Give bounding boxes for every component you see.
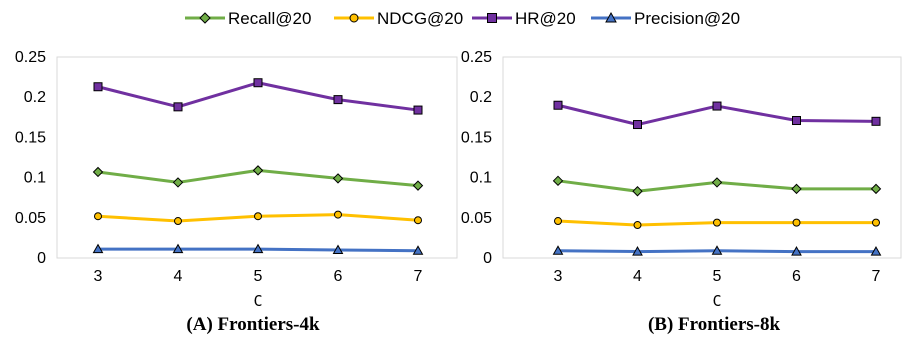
x-tick-label: 6 (334, 268, 343, 285)
x-tick-label: 4 (174, 268, 183, 285)
y-tick-label: 0.15 (15, 129, 46, 146)
x-tick-label: 7 (414, 268, 423, 285)
y-tick-label: 0.25 (15, 49, 46, 66)
data-point-hr-20 (712, 101, 722, 111)
legend-marker-ndcg-20 (349, 13, 359, 23)
data-point-ndcg-20 (872, 218, 880, 227)
y-tick-label: 0.2 (24, 89, 46, 106)
data-point-hr-20 (333, 95, 343, 105)
data-point-ndcg-20 (334, 210, 342, 219)
data-point-hr-20 (633, 120, 642, 130)
chart-frontiers-8k: 0 0.05 0.1 0.15 0.2 0.25 3 4 5 6 7 C (B) Frontiers-8… (461, 49, 902, 335)
data-point-recall-20 (552, 175, 564, 187)
x-tick-label: 5 (713, 268, 722, 285)
data-point-recall-20 (172, 177, 184, 188)
data-point-ndcg-20 (792, 218, 801, 227)
data-point-ndcg-20 (414, 216, 422, 225)
legend: Recall@20 NDCG@20 HR@20 Precision@20 (185, 9, 740, 28)
data-point-precision-20 (791, 246, 802, 256)
legend-marker-hr-20 (487, 13, 497, 23)
data-point-precision-20 (332, 244, 344, 254)
data-point-ndcg-20 (554, 217, 562, 226)
data-point-precision-20 (92, 243, 104, 254)
legend-label-ndcg-20: NDCG@20 (377, 9, 463, 28)
x-tick-label: 6 (792, 268, 801, 285)
plot-area-frame (56, 56, 458, 259)
data-point-hr-20 (93, 82, 103, 92)
x-tick-label: 4 (633, 268, 642, 285)
data-point-ndcg-20 (174, 217, 182, 226)
data-point-recall-20 (791, 183, 802, 195)
data-point-recall-20 (412, 180, 424, 191)
x-axis-label: C (712, 292, 721, 310)
data-point-hr-20 (173, 102, 183, 112)
data-point-recall-20 (252, 165, 264, 176)
data-point-recall-20 (92, 166, 104, 178)
data-point-precision-20 (711, 245, 723, 255)
data-point-ndcg-20 (254, 212, 262, 221)
panel-caption: (B) Frontiers-8k (648, 314, 781, 335)
y-tick-label: 0.15 (461, 129, 492, 146)
legend-label-recall-20: Recall@20 (228, 9, 311, 28)
data-point-precision-20 (252, 243, 264, 254)
data-point-recall-20 (332, 173, 344, 184)
data-point-recall-20 (632, 186, 643, 197)
y-tick-label: 0.1 (24, 170, 46, 187)
data-point-recall-20 (711, 177, 723, 188)
data-point-precision-20 (632, 246, 643, 256)
data-point-precision-20 (552, 245, 564, 255)
data-point-precision-20 (412, 245, 424, 255)
data-point-hr-20 (553, 100, 563, 110)
data-point-hr-20 (253, 78, 263, 88)
data-point-ndcg-20 (713, 218, 721, 227)
data-point-hr-20 (871, 116, 881, 126)
panel-caption: (A) Frontiers-4k (186, 314, 320, 335)
x-axis-label: C (253, 292, 262, 310)
y-tick-label: 0 (37, 250, 46, 267)
x-tick-label: 3 (554, 268, 563, 285)
y-tick-label: 0.1 (470, 170, 492, 187)
y-tick-label: 0.05 (15, 210, 46, 227)
data-point-ndcg-20 (633, 221, 642, 230)
x-tick-label: 3 (94, 268, 103, 285)
legend-label-precision-20: Precision@20 (634, 9, 740, 28)
data-point-hr-20 (792, 116, 801, 126)
legend-label-hr-20: HR@20 (515, 9, 576, 28)
x-tick-label: 5 (254, 268, 263, 285)
legend-marker-recall-20 (199, 12, 211, 24)
y-tick-label: 0.25 (461, 49, 492, 66)
chart-frontiers-4k: 0 0.05 0.1 0.15 0.2 0.25 3 4 5 6 7 C (A) Frontiers-4… (15, 49, 458, 335)
data-point-recall-20 (870, 183, 882, 195)
data-point-precision-20 (172, 243, 184, 254)
y-tick-label: 0.2 (470, 89, 492, 106)
plot-area-frame (502, 56, 902, 259)
data-point-precision-20 (870, 246, 882, 256)
data-point-ndcg-20 (94, 212, 102, 221)
legend-marker-precision-20 (605, 11, 617, 23)
y-tick-label: 0.05 (461, 210, 492, 227)
x-tick-label: 7 (872, 268, 881, 285)
y-tick-label: 0 (483, 250, 492, 267)
data-point-hr-20 (413, 105, 423, 115)
